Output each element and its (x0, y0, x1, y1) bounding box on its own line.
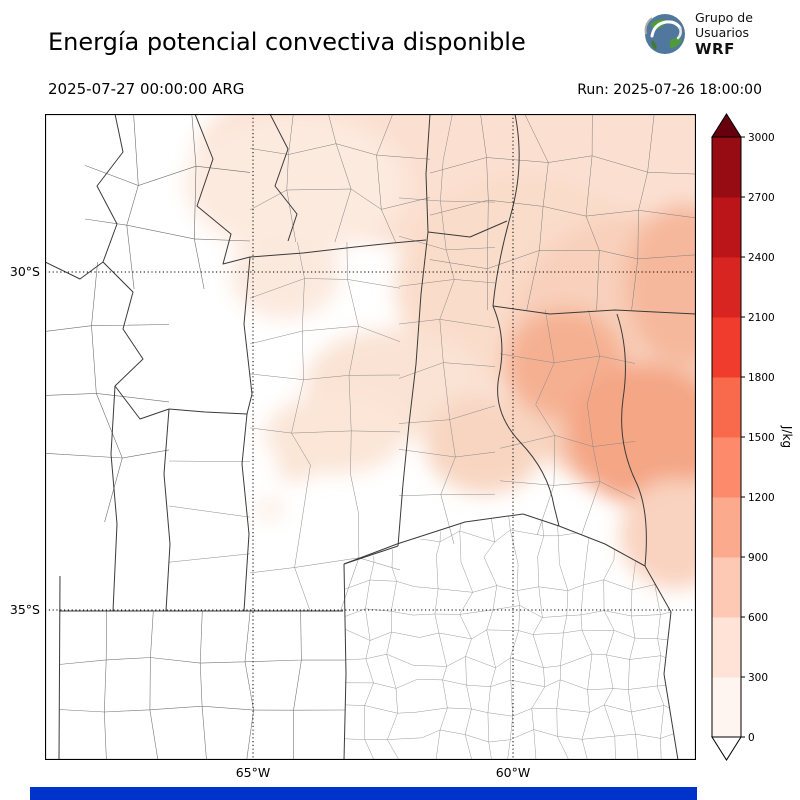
colorbar-segment (712, 257, 741, 318)
province-boundary (492, 114, 520, 307)
department-boundaries (249, 114, 431, 243)
province-boundary (241, 256, 253, 612)
lon-label-65W: 65°W (235, 765, 271, 780)
department-boundary-layer (45, 114, 696, 760)
province-boundary (96, 114, 124, 263)
province-boundary (492, 305, 696, 315)
colorbar-segment (712, 497, 741, 558)
province-boundary (168, 408, 248, 415)
province-boundary (343, 513, 524, 565)
colorbar-tick-label: 2700 (748, 192, 775, 204)
page-title: Energía potencial convectiva disponible (48, 28, 526, 56)
globe-land (670, 38, 682, 48)
department-boundaries (58, 610, 346, 760)
logo-line2: Usuarios (695, 25, 750, 40)
colorbar-tick-label: 1500 (748, 432, 775, 444)
cape-map (45, 114, 696, 760)
colorbar-under-arrow (711, 736, 742, 761)
province-boundary (427, 220, 508, 238)
map-border (45, 114, 696, 760)
province-boundary (269, 114, 298, 242)
colorbar-segment (712, 437, 741, 498)
graticule (45, 114, 696, 760)
hurricane-swirl-tail (676, 26, 682, 40)
province-boundary (58, 575, 61, 760)
logo-line1: Grupo de (695, 10, 753, 25)
colorbar-tick-label: 300 (748, 672, 768, 684)
province-boundary (249, 239, 427, 258)
colorbar-unit-label: J/kg (780, 425, 794, 448)
department-boundaries (45, 261, 170, 523)
colorbar-segment (712, 557, 741, 618)
colorbar-tick-label: 2400 (748, 252, 775, 264)
department-boundaries (84, 114, 251, 290)
province-boundary (194, 114, 251, 265)
department-boundaries (345, 514, 678, 760)
department-boundaries (398, 114, 496, 545)
lat-label-35S: 35°S (9, 602, 40, 617)
province-boundary (616, 313, 647, 567)
logo-line3: WRF (695, 40, 735, 58)
province-boundary (45, 261, 170, 420)
valid-time-label: 2025-07-27 00:00:00 ARG (48, 80, 245, 98)
lon-label-60W: 60°W (495, 765, 531, 780)
province-boundary (644, 565, 679, 760)
cape-shading (185, 114, 696, 589)
wrf-logo-globe-icon (644, 14, 685, 54)
colorbar-tick-label: 600 (748, 612, 768, 624)
department-boundaries (429, 114, 696, 311)
province-boundary (343, 545, 399, 565)
department-boundaries (499, 309, 636, 536)
colorbar-segment (712, 377, 741, 438)
colorbar-tick-label: 3000 (748, 132, 775, 144)
colorbar-segment (712, 677, 741, 738)
colorbar-segment (712, 137, 741, 198)
colorbar-tick-label: 0 (748, 732, 755, 744)
colorbar: 0 300 600 900 1200 1500 1800 2100 2400 2700 3000 J/… (711, 113, 794, 761)
colorbar-segment (712, 317, 741, 378)
province-boundary (492, 305, 560, 527)
province-boundary-layer (45, 114, 696, 760)
province-boundary (343, 563, 347, 760)
province-boundary (522, 513, 646, 567)
globe-land (651, 40, 657, 50)
province-boundary (110, 385, 118, 612)
department-boundaries (168, 460, 251, 563)
run-time-label: Run: 2025-07-26 18:00:00 (577, 82, 762, 98)
colorbar-tick-label: 2100 (748, 312, 775, 324)
footer-bar (30, 787, 697, 800)
orbit-arc (644, 17, 653, 35)
colorbar-tick-label: 900 (748, 552, 768, 564)
hurricane-swirl (650, 20, 682, 38)
colorbar-segment (712, 617, 741, 678)
department-boundaries (249, 241, 401, 612)
wrf-logo: Grupo de Usuarios WRF (640, 10, 753, 58)
lat-label-30S: 30°S (9, 264, 40, 279)
province-boundary (163, 408, 171, 612)
wrf-logo-text: Grupo de Usuarios WRF (695, 10, 753, 58)
province-boundary (397, 114, 431, 547)
colorbar-tick-label: 1200 (748, 492, 775, 504)
colorbar-tick-label: 1800 (748, 372, 775, 384)
colorbar-segment (712, 197, 741, 258)
colorbar-over-arrow (711, 113, 742, 138)
